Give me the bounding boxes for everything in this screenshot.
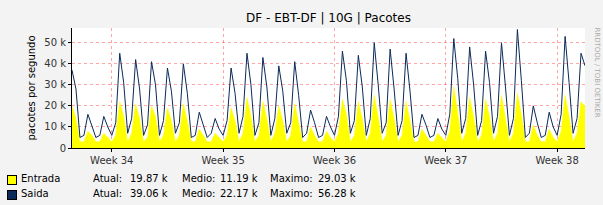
svg-text:0: 0 — [60, 143, 66, 154]
html-text:Atual:: Atual: — [93, 188, 123, 199]
svg-text:Week 35: Week 35 — [201, 155, 244, 166]
html-text:Entrada: Entrada — [21, 173, 61, 184]
svg-text:30 k: 30 k — [44, 79, 66, 90]
html-text:Saida: Saida — [21, 188, 49, 199]
html-text:Medio:: Medio: — [182, 188, 216, 199]
svg-text:20 k: 20 k — [44, 100, 66, 111]
svg-text:10 k: 10 k — [44, 121, 66, 132]
html-text:19.87 k: 19.87 k — [130, 173, 168, 184]
svg-text:Week 34: Week 34 — [90, 155, 133, 166]
html-text:39.06 k: 39.06 k — [130, 188, 168, 199]
html-text:11.19 k: 11.19 k — [220, 173, 258, 184]
svg-text:pacotes por segundo: pacotes por segundo — [26, 35, 37, 140]
html-text:Medio:: Medio: — [182, 173, 216, 184]
svg-text:RRDTOOL / TOBI OETIKER: RRDTOOL / TOBI OETIKER — [593, 27, 601, 117]
html-text:Maximo:: Maximo: — [270, 188, 313, 199]
html-text:29.03 k: 29.03 k — [318, 173, 356, 184]
html-text:56.28 k: 56.28 k — [318, 188, 356, 199]
html-text:Atual:: Atual: — [93, 173, 123, 184]
svg-text:Week 38: Week 38 — [536, 155, 579, 166]
svg-text:50 k: 50 k — [44, 37, 66, 48]
html-text:22.17 k: 22.17 k — [220, 188, 258, 199]
svg-text:DF - EBT-DF | 10G | Pacotes: DF - EBT-DF | 10G | Pacotes — [246, 11, 411, 25]
html-text:Maximo:: Maximo: — [270, 173, 313, 184]
svg-text:Week 36: Week 36 — [313, 155, 356, 166]
svg-text:40 k: 40 k — [44, 58, 66, 69]
svg-text:Week 37: Week 37 — [424, 155, 467, 166]
